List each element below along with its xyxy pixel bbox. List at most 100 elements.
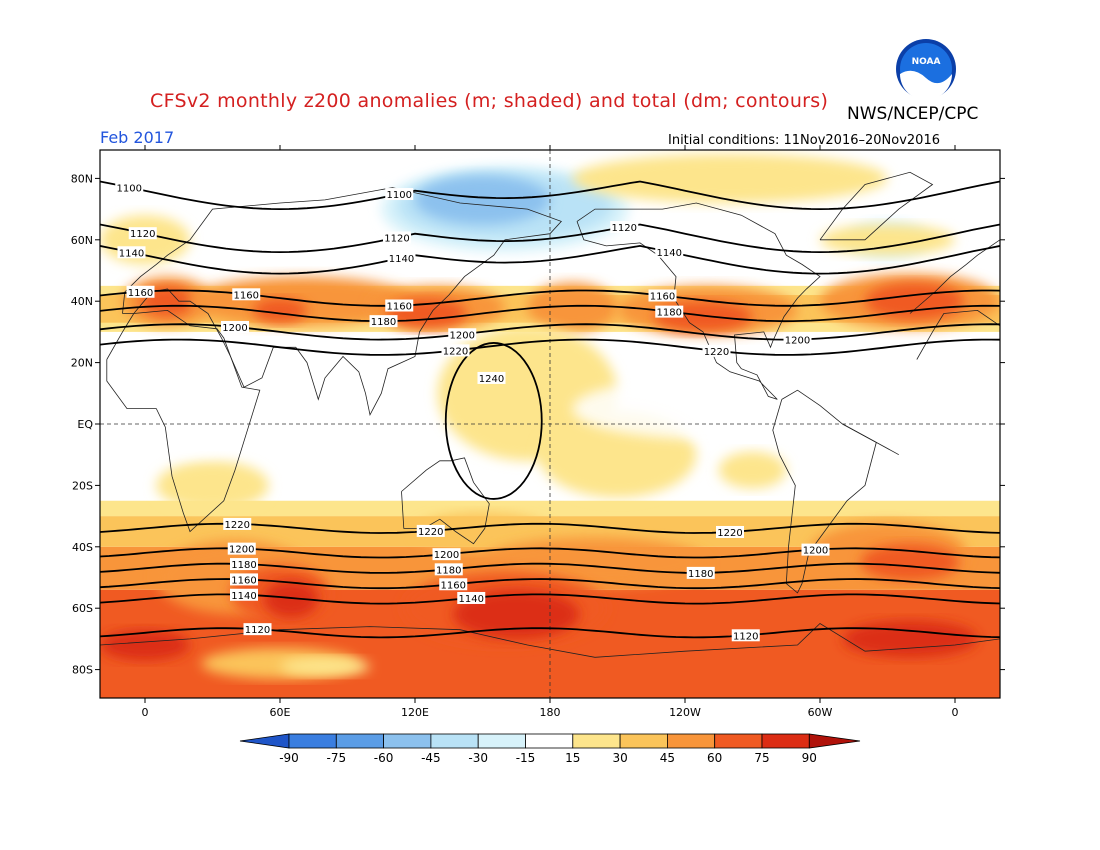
contour-label: 1100 (387, 190, 412, 201)
contour-label: 1140 (119, 248, 144, 259)
colorbar-labels: -90 -75 -60 -45 -30 -15 15 30 45 60 75 90 (279, 751, 817, 765)
anomaly-blob (718, 451, 787, 489)
contour-label-box (221, 320, 249, 333)
contour-label: 1200 (450, 330, 475, 341)
contour-label: 1180 (231, 560, 256, 571)
axis-ticks: 80N 60N 40N 20N EQ 20S 40S 60S 80S 0 60E 120E 180 120… (71, 145, 1005, 719)
contour-label: 1120 (130, 229, 155, 240)
colorbar-arrow-right (808, 733, 861, 749)
contour-label: 1220 (443, 346, 468, 357)
contour-label-box (702, 344, 731, 357)
contour-label-box (369, 315, 398, 328)
contour-label: 1160 (650, 292, 675, 303)
contour-label: 1140 (389, 254, 414, 265)
neutral-area (291, 414, 404, 464)
contour-label: 1200 (785, 335, 810, 346)
contour-label: 1160 (234, 290, 259, 301)
colorbar-tick-label: 45 (660, 751, 675, 765)
contour-1200 (100, 323, 1000, 341)
contour-label-box (223, 517, 252, 530)
coastlines (100, 171, 1000, 658)
contour-1220 (100, 338, 1000, 356)
africa-coast (106, 309, 261, 533)
colorbar-tick-label: -90 (279, 751, 299, 765)
lon-tick-label: 0 (142, 706, 149, 719)
colorbar-box (477, 733, 526, 749)
anomaly-blob (264, 580, 319, 618)
contour-label-box (387, 252, 416, 265)
colorbar-box (761, 733, 810, 749)
lon-tick-label: 60W (808, 706, 833, 719)
colorbar-tick-label: -75 (326, 751, 346, 765)
contour-label: 1120 (733, 631, 758, 642)
colorbar-tick-label: -30 (468, 751, 488, 765)
anomaly-blob (820, 224, 955, 256)
contour-label: 1180 (688, 569, 713, 580)
contour-labels: 1100 1100 1120 1120 1120 1140 1140 1140 1160 1160… (115, 181, 830, 642)
contour-label: 1140 (657, 248, 682, 259)
contour-label-box (128, 227, 157, 240)
anomaly-blob (572, 153, 888, 203)
contour-label: 1160 (231, 575, 256, 586)
contour-label-box (232, 288, 261, 301)
contour-label-box (227, 542, 256, 555)
africa-east-repeat (916, 309, 1000, 360)
contour-label: 1160 (387, 302, 412, 313)
contour-label: 1200 (803, 546, 828, 557)
contour-label: 1120 (384, 233, 409, 244)
contour-label-box (648, 289, 677, 302)
colorbar-tick-label: 15 (565, 751, 580, 765)
contour-label-box (441, 344, 470, 357)
contour-label-box (434, 563, 463, 576)
contour-label-box (716, 525, 744, 538)
colorbar-boxes (239, 733, 861, 749)
contour-label: 1140 (459, 594, 484, 605)
contour-label: 1220 (704, 347, 729, 358)
contour-1120 (100, 223, 1000, 254)
lon-tick-label: 60E (270, 706, 291, 719)
contour-label-box (610, 221, 639, 234)
contour-1140 (100, 244, 1000, 275)
contour-label-box (731, 629, 760, 642)
contour-label-box (655, 305, 684, 318)
colorbar-box (714, 733, 763, 749)
south-america-east-repeat (842, 423, 899, 456)
agency-label: NWS/NCEP/CPC (847, 104, 979, 124)
lat-tick-label: EQ (77, 418, 93, 431)
contour-label-box (383, 231, 411, 244)
colorbar-box (667, 733, 716, 749)
contour-label-box (686, 566, 715, 579)
contour-label-box (115, 181, 144, 194)
contour-label: 1200 (434, 550, 459, 561)
colorbar-box (619, 733, 668, 749)
lat-tick-label: 40N (71, 295, 93, 308)
contour-label-box (783, 333, 812, 346)
colorbar-tick-label: -45 (421, 751, 441, 765)
contour-label-box (432, 548, 461, 561)
lat-tick-label: 60N (71, 234, 93, 247)
contour-label: 1220 (717, 528, 742, 539)
contour-label: 1220 (418, 527, 443, 538)
initial-conditions: Initial conditions: 11Nov2016–20Nov2016 (668, 133, 940, 148)
anomaly-blob (415, 175, 550, 225)
contour-label-box (230, 588, 258, 601)
contour-label-box (655, 245, 684, 258)
anomaly-blob (253, 298, 307, 323)
contour-label: 1200 (229, 545, 254, 556)
anomaly-blob (156, 460, 269, 510)
contour-label-box (117, 246, 146, 259)
contour-label-box (243, 623, 272, 636)
colorbar-box (288, 733, 337, 749)
colorbar-box (525, 733, 574, 749)
greenland-coast (819, 171, 934, 241)
colorbar-tick-label: 75 (754, 751, 769, 765)
lat-tick-label: 80N (71, 172, 93, 185)
contour-label: 1120 (245, 625, 270, 636)
lon-tick-label: 120W (669, 706, 701, 719)
noaa-logo-icon: NOAA (896, 39, 956, 100)
colorbar-tick-label: 60 (707, 751, 722, 765)
forecast-month: Feb 2017 (100, 128, 175, 147)
colorbar-arrow-left (239, 733, 290, 749)
eurasia-coast (122, 187, 563, 416)
